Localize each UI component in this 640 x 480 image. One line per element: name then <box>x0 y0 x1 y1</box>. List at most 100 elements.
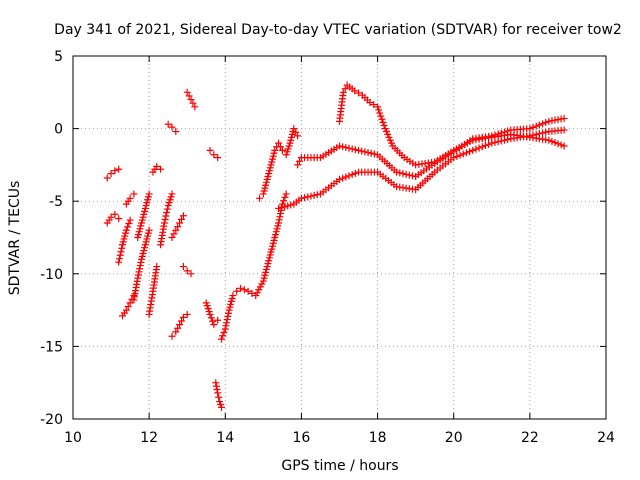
chart-title: Day 341 of 2021, Sidereal Day-to-day VTE… <box>54 22 622 38</box>
data-point-interp <box>402 170 410 178</box>
data-point-interp <box>281 193 289 201</box>
data-point-interp <box>345 172 353 180</box>
data-point <box>214 316 222 324</box>
data-point <box>126 299 134 307</box>
x-tick-label: 12 <box>140 430 158 446</box>
data-point-interp <box>551 139 559 147</box>
data-point-interp <box>136 265 144 273</box>
data-point-interp <box>472 145 480 153</box>
data-point-interp <box>275 216 283 224</box>
data-point-interp <box>276 210 284 218</box>
data-point <box>176 219 184 227</box>
data-point-interp <box>380 121 388 129</box>
data-point <box>103 174 111 182</box>
data-point <box>176 321 184 329</box>
data-point-interp <box>370 101 378 109</box>
data-point <box>126 194 134 202</box>
y-tick-label: -15 <box>40 339 63 355</box>
data-point-interp <box>162 212 170 220</box>
data-point <box>336 175 343 183</box>
data-point-interp <box>287 201 295 209</box>
data-point <box>237 284 245 292</box>
data-point-interp <box>548 137 556 145</box>
data-point-interp <box>304 193 312 201</box>
data-point <box>187 96 195 104</box>
data-point <box>183 88 191 96</box>
data-point <box>217 335 225 343</box>
data-point <box>210 151 218 159</box>
data-point-interp <box>117 248 125 256</box>
data-point <box>217 403 225 411</box>
data-point <box>179 212 187 220</box>
data-point-interp <box>296 157 304 165</box>
plot-frame <box>72 55 607 420</box>
data-point <box>206 310 214 318</box>
x-tick-label: 20 <box>445 430 463 446</box>
y-axis-label: SDTVAR / TECUs <box>7 181 23 296</box>
data-point-interp <box>408 172 416 180</box>
data-point-interp <box>209 317 217 325</box>
data-point-interp <box>475 144 483 152</box>
data-point <box>179 263 187 271</box>
data-point <box>271 146 279 154</box>
data-point-interp <box>124 302 132 310</box>
data-point-interp <box>554 140 562 148</box>
data-point-interp <box>137 258 145 266</box>
data-point <box>336 142 343 150</box>
data-point <box>297 194 305 202</box>
data-point <box>187 270 195 278</box>
data-point <box>294 132 302 140</box>
data-point-interp <box>124 223 132 231</box>
data-point <box>351 87 359 95</box>
data-point <box>168 190 176 198</box>
data-point <box>153 162 161 170</box>
y-tick-label: -5 <box>49 194 63 210</box>
data-point-interp <box>361 148 369 156</box>
data-point-interp <box>174 223 182 231</box>
data-point <box>111 210 119 218</box>
y-tick-label: 0 <box>54 122 63 138</box>
data-point <box>206 146 214 154</box>
data-point <box>183 267 191 275</box>
data-point-interp <box>212 382 220 390</box>
data-point <box>278 146 286 154</box>
data-point-interp <box>213 385 221 393</box>
data-point <box>145 190 153 198</box>
data-point-interp <box>539 120 547 128</box>
data-point-interp <box>485 140 493 148</box>
data-point <box>172 128 180 136</box>
data-point-interp <box>405 171 413 179</box>
data-point <box>275 219 283 227</box>
data-point <box>107 213 115 221</box>
data-point <box>450 154 458 162</box>
data-point-interp <box>370 150 378 158</box>
data-point-interp <box>163 209 171 217</box>
x-tick-label: 10 <box>64 430 82 446</box>
data-point-interp <box>174 324 182 332</box>
data-point <box>526 125 534 133</box>
data-point-interp <box>377 112 385 120</box>
data-point <box>545 136 553 144</box>
data-point-interp <box>224 309 232 317</box>
data-point-interp <box>219 332 227 340</box>
data-point-interp <box>399 170 407 178</box>
data-point-interp <box>341 85 349 93</box>
data-point-interp <box>135 268 143 276</box>
data-point-interp <box>307 192 315 200</box>
y-tick-label: -10 <box>40 267 63 283</box>
data-points <box>103 81 568 411</box>
data-point-interp <box>342 143 350 151</box>
data-point-interp <box>542 119 550 127</box>
data-point-interp <box>367 149 375 157</box>
data-point-interp <box>351 146 359 154</box>
data-point-interp <box>134 271 142 279</box>
data-point <box>214 154 222 162</box>
data-point <box>229 292 237 300</box>
data-point-interp <box>378 115 386 123</box>
data-point-interp <box>207 314 215 322</box>
data-point <box>294 161 302 169</box>
data-point-interp <box>456 151 464 159</box>
data-point <box>210 321 218 329</box>
data-point-interp <box>539 129 547 137</box>
data-point-interp <box>215 393 223 401</box>
